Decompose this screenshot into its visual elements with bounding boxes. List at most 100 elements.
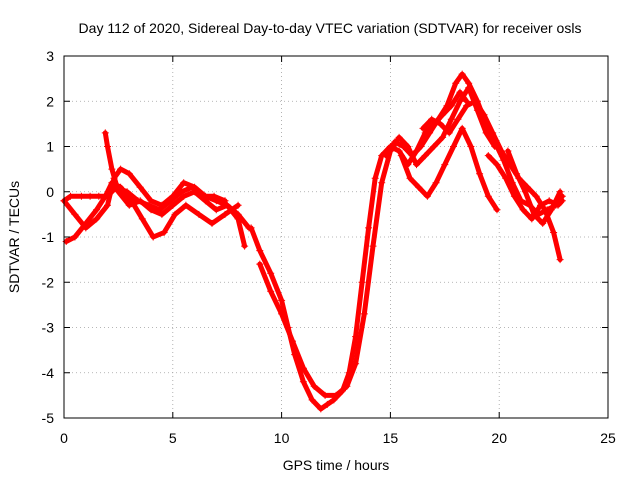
data-point bbox=[436, 120, 444, 128]
grid-lines bbox=[64, 56, 608, 418]
data-point bbox=[441, 161, 449, 169]
x-tick-label: 10 bbox=[274, 430, 290, 446]
x-tick-label: 20 bbox=[491, 430, 507, 446]
data-point bbox=[545, 197, 553, 205]
data-point bbox=[513, 170, 521, 178]
series-satellite-d bbox=[60, 183, 229, 214]
series-satellite-k bbox=[504, 147, 564, 227]
data-point bbox=[447, 115, 455, 123]
x-tick-label: 0 bbox=[60, 430, 68, 446]
y-tick-label: -5 bbox=[42, 410, 55, 426]
data-point bbox=[369, 242, 377, 250]
data-point bbox=[391, 138, 399, 146]
data-point bbox=[125, 201, 133, 209]
data-point bbox=[147, 197, 155, 205]
data-series bbox=[60, 70, 566, 413]
data-point bbox=[428, 115, 436, 123]
data-point bbox=[547, 206, 555, 214]
data-point bbox=[528, 215, 536, 223]
y-tick-label: -3 bbox=[42, 320, 55, 336]
data-point bbox=[267, 287, 275, 295]
data-point bbox=[480, 111, 488, 119]
data-point bbox=[484, 152, 492, 160]
data-point bbox=[502, 174, 510, 182]
data-point bbox=[104, 201, 111, 209]
data-point bbox=[149, 233, 157, 241]
data-point bbox=[158, 210, 166, 218]
y-tick-label: 2 bbox=[46, 93, 54, 109]
data-point bbox=[458, 124, 466, 132]
data-point bbox=[310, 382, 318, 390]
data-point bbox=[299, 364, 307, 372]
data-point bbox=[71, 210, 79, 218]
data-point bbox=[108, 165, 116, 173]
data-point bbox=[343, 382, 351, 390]
data-point bbox=[556, 256, 564, 264]
data-point bbox=[413, 161, 420, 169]
data-point bbox=[82, 219, 90, 227]
series-trace bbox=[257, 85, 498, 398]
y-tick-label: -1 bbox=[42, 229, 55, 245]
data-point bbox=[93, 206, 101, 214]
data-point bbox=[530, 210, 538, 218]
data-point bbox=[278, 296, 286, 304]
data-point bbox=[458, 70, 466, 78]
y-tick-label: -4 bbox=[42, 365, 55, 381]
data-point bbox=[71, 233, 79, 241]
data-point bbox=[247, 224, 255, 232]
data-point bbox=[112, 183, 120, 191]
data-point bbox=[180, 192, 188, 200]
y-tick-label: 3 bbox=[46, 48, 54, 64]
data-point bbox=[443, 102, 451, 110]
data-point bbox=[178, 188, 185, 196]
data-point bbox=[169, 201, 177, 209]
data-point bbox=[289, 337, 296, 345]
data-point bbox=[77, 192, 85, 200]
data-point bbox=[539, 219, 547, 227]
data-point bbox=[415, 183, 423, 191]
y-tick-label: 0 bbox=[46, 184, 54, 200]
data-point bbox=[67, 192, 74, 200]
data-point bbox=[558, 197, 566, 205]
data-point bbox=[556, 188, 564, 196]
data-point bbox=[456, 88, 464, 96]
x-tick-label: 25 bbox=[600, 430, 616, 446]
data-point bbox=[321, 391, 329, 399]
data-point bbox=[400, 143, 407, 150]
data-point bbox=[117, 165, 125, 173]
data-point bbox=[138, 215, 146, 223]
data-point bbox=[450, 143, 457, 150]
data-point bbox=[521, 188, 529, 196]
data-point bbox=[463, 102, 471, 110]
data-point bbox=[278, 310, 286, 318]
series-satellite-h bbox=[397, 124, 501, 214]
data-point bbox=[104, 143, 111, 150]
data-point bbox=[445, 129, 453, 137]
data-point bbox=[123, 188, 131, 196]
data-point bbox=[406, 174, 414, 182]
data-point bbox=[417, 143, 425, 150]
data-point bbox=[171, 210, 179, 218]
data-point bbox=[93, 215, 101, 223]
data-point bbox=[371, 174, 379, 182]
data-point bbox=[234, 215, 242, 223]
data-point bbox=[541, 206, 549, 214]
data-point bbox=[125, 170, 133, 178]
data-point bbox=[299, 378, 307, 386]
data-point bbox=[471, 97, 479, 105]
data-point bbox=[360, 310, 368, 318]
data-point bbox=[145, 201, 153, 209]
data-point bbox=[397, 152, 405, 160]
data-point bbox=[256, 247, 264, 255]
data-point bbox=[408, 152, 416, 160]
data-point bbox=[308, 396, 316, 404]
data-point bbox=[465, 79, 473, 87]
data-point bbox=[167, 197, 175, 205]
data-point bbox=[195, 210, 203, 218]
data-point bbox=[378, 179, 386, 187]
data-point bbox=[504, 147, 512, 155]
data-point bbox=[188, 183, 196, 191]
data-point bbox=[432, 179, 440, 187]
